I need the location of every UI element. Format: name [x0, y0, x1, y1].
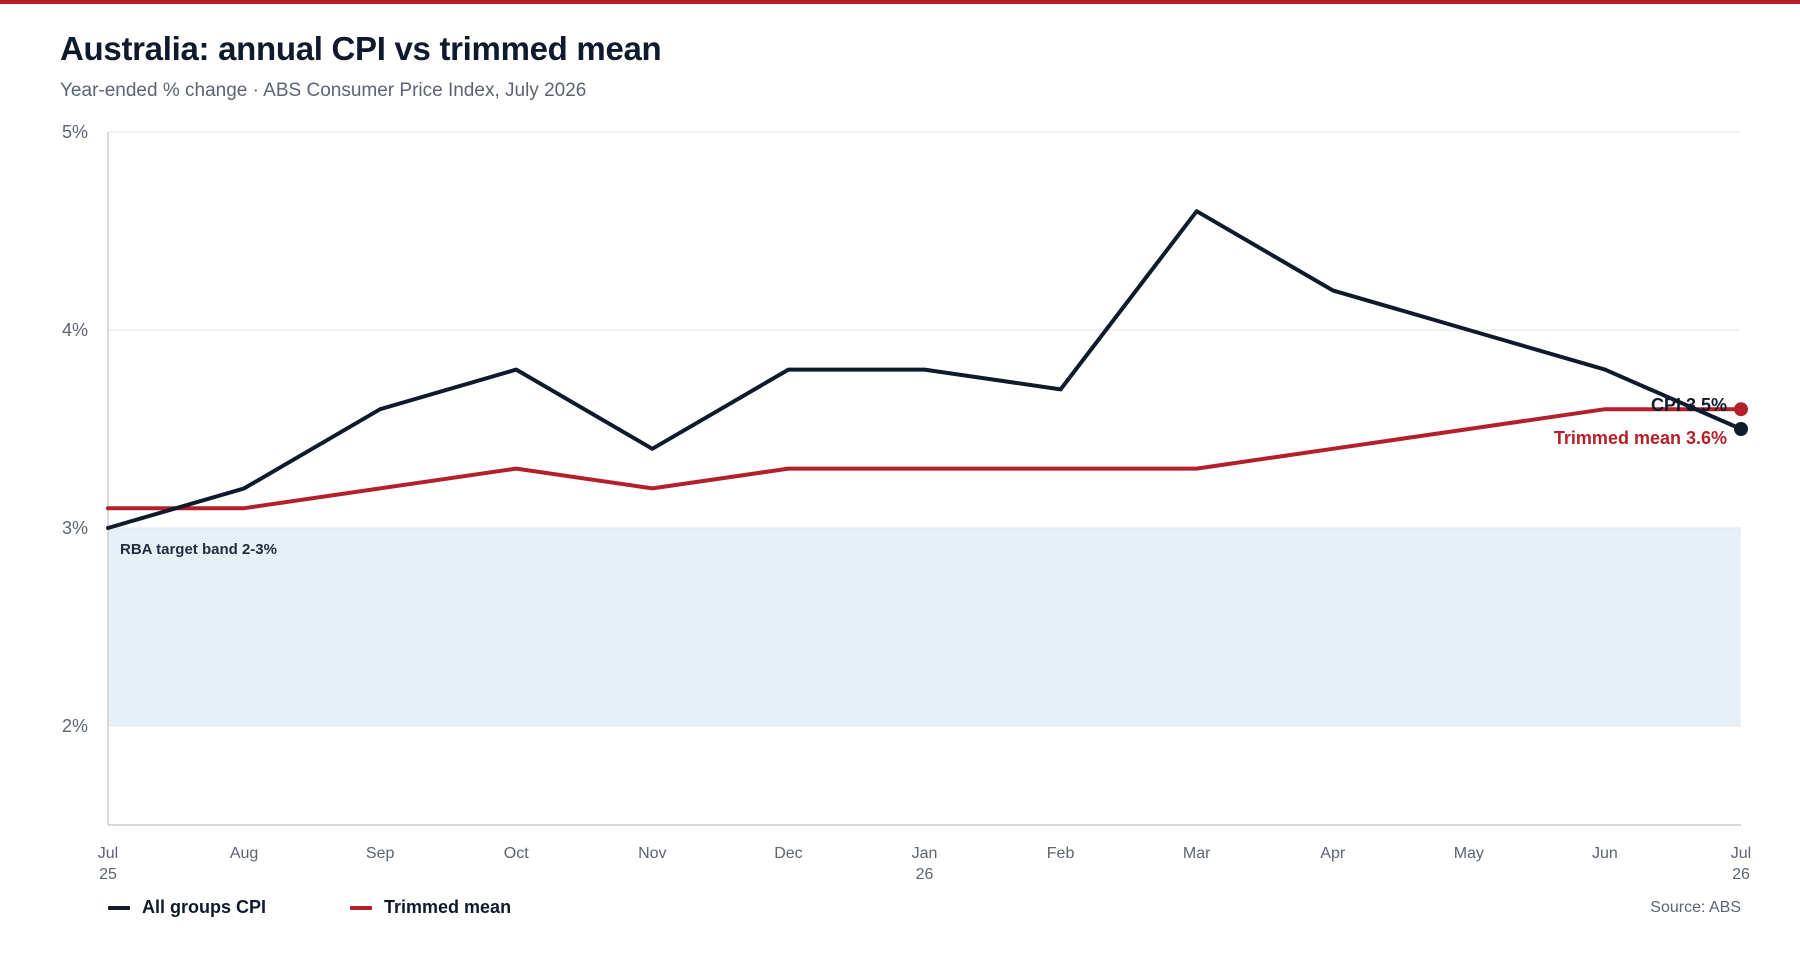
x-tick-label: May [1454, 845, 1484, 862]
x-tick-label: Aug [230, 845, 258, 862]
end-point-trimmed-mean [1734, 402, 1748, 417]
end-label-trimmed-mean: Trimmed mean 3.6% [1554, 428, 1727, 448]
y-tick-label: 2% [62, 716, 88, 736]
chart-title: Australia: annual CPI vs trimmed mean [60, 30, 662, 67]
x-tick-label: Feb [1047, 845, 1075, 862]
x-tick-label: Apr [1320, 845, 1346, 862]
y-tick-label: 3% [62, 518, 88, 538]
target-band [108, 528, 1741, 726]
legend-item-cpi: All groups CPI [108, 897, 266, 918]
x-tick-label: Jun [1592, 845, 1618, 862]
x-tick-label: Dec [774, 845, 802, 862]
top-accent-bar [0, 0, 1800, 4]
y-tick-label: 5% [62, 122, 88, 142]
x-tick-label: Jul 25 [98, 845, 118, 883]
legend-label-trimmed: Trimmed mean [384, 897, 512, 917]
series-line-trimmed-mean [106, 407, 1743, 511]
legend: All groups CPI Trimmed mean [108, 897, 511, 918]
legend-swatch-trimmed [350, 905, 373, 910]
end-label-cpi: CPI 3.5% [1651, 395, 1727, 415]
legend-label-cpi: All groups CPI [142, 897, 267, 917]
x-tick-label: Nov [638, 845, 666, 862]
y-tick-label: 4% [62, 320, 88, 340]
series-line-cpi [106, 209, 1743, 530]
legend-item-trimmed: Trimmed mean [350, 897, 511, 918]
legend-swatch-cpi [108, 905, 130, 910]
end-point-cpi [1734, 422, 1748, 436]
chart-subtitle: Year-ended % change · ABS Consumer Price… [60, 80, 587, 101]
x-tick-label: Sep [366, 845, 395, 862]
x-tick-label: Jul 26 [1731, 845, 1751, 883]
target-band-label: RBA target band 2-3% [120, 541, 277, 558]
x-tick-label: Mar [1183, 845, 1211, 862]
x-tick-label: Jan 26 [912, 845, 938, 883]
source-note: Source: ABS [1650, 899, 1741, 916]
x-tick-label: Oct [504, 845, 529, 862]
